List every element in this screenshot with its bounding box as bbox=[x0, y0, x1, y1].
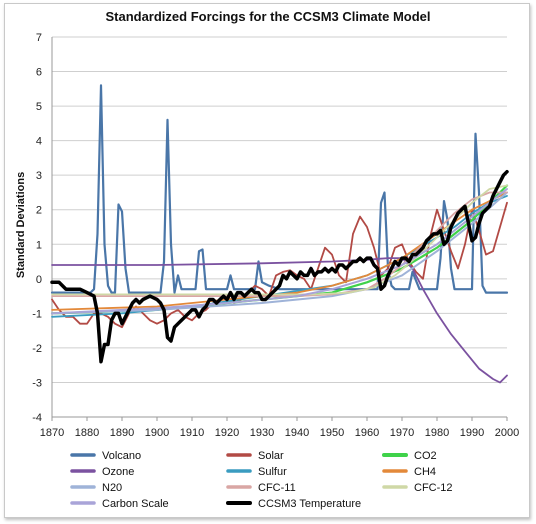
legend-item: Volcano bbox=[70, 450, 141, 462]
y-tick-label: 3 bbox=[36, 170, 42, 182]
y-axis-label: Standard Deviations bbox=[15, 172, 27, 278]
x-tick-label: 1980 bbox=[425, 427, 449, 439]
x-tick-label: 1870 bbox=[40, 427, 64, 439]
legend-item: Ozone bbox=[70, 466, 134, 478]
x-tick-label: 1890 bbox=[110, 427, 134, 439]
y-tick-label: 1 bbox=[36, 239, 42, 251]
legend-label: CO2 bbox=[414, 450, 437, 462]
x-tick-label: 1940 bbox=[285, 427, 309, 439]
legend: Volcano Solar CO2 Ozone Sulfur CH4 N20 CFC-11 CF… bbox=[70, 450, 453, 510]
legend-label: Ozone bbox=[102, 466, 134, 478]
legend-label: Carbon Scale bbox=[102, 498, 169, 510]
legend-label: CH4 bbox=[414, 466, 436, 478]
y-tick-label: -2 bbox=[32, 343, 42, 355]
y-tick-label: -3 bbox=[32, 377, 42, 389]
x-tick-label: 1920 bbox=[215, 427, 239, 439]
series-line-ccsm3-temperature bbox=[50, 169, 509, 364]
legend-label: CFC-12 bbox=[414, 482, 453, 494]
legend-label: Volcano bbox=[102, 450, 141, 462]
legend-item: CO2 bbox=[382, 450, 437, 462]
series-lines bbox=[50, 84, 509, 384]
x-tick-label: 2000 bbox=[495, 427, 519, 439]
chart-frame bbox=[4, 3, 530, 518]
legend-item: CFC-12 bbox=[382, 482, 453, 494]
legend-label: Solar bbox=[258, 450, 284, 462]
chart-title: Standardized Forcings for the CCSM3 Clim… bbox=[105, 9, 430, 24]
series-line-volcano bbox=[50, 84, 509, 294]
x-tick-label: 1950 bbox=[320, 427, 344, 439]
legend-item: Sulfur bbox=[226, 466, 287, 478]
x-tick-label: 1900 bbox=[145, 427, 169, 439]
x-tick-label: 1960 bbox=[355, 427, 379, 439]
legend-label: CCSM3 Temperature bbox=[258, 498, 361, 510]
y-tick-label: 6 bbox=[36, 67, 42, 79]
legend-item: Carbon Scale bbox=[70, 498, 169, 510]
legend-label: CFC-11 bbox=[258, 482, 296, 494]
x-tick-label: 1880 bbox=[75, 427, 99, 439]
legend-item: Solar bbox=[226, 450, 284, 462]
legend-item: N20 bbox=[70, 482, 122, 494]
y-tick-label: -1 bbox=[32, 308, 42, 320]
legend-item: CFC-11 bbox=[226, 482, 296, 494]
legend-item: CCSM3 Temperature bbox=[226, 498, 361, 510]
x-tick-label: 1990 bbox=[460, 427, 484, 439]
y-tick-label: 2 bbox=[36, 205, 42, 217]
y-tick-label: 0 bbox=[36, 274, 42, 286]
legend-label: N20 bbox=[102, 482, 122, 494]
y-tick-label: -4 bbox=[32, 412, 42, 424]
x-tick-label: 1930 bbox=[250, 427, 274, 439]
y-tick-label: 4 bbox=[36, 136, 42, 148]
x-tick-label: 1910 bbox=[180, 427, 204, 439]
legend-item: CH4 bbox=[382, 466, 436, 478]
series-line-carbon-scale bbox=[51, 188, 508, 315]
legend-label: Sulfur bbox=[258, 466, 287, 478]
y-tick-label: 7 bbox=[36, 32, 42, 44]
x-tick-label: 1970 bbox=[390, 427, 414, 439]
y-tick-label: 5 bbox=[36, 101, 42, 113]
tick-labels: -4 -3 -2 -1 0 1 2 3 4 5 6 7 1870 1880 1890 1900 1910 1920… bbox=[32, 32, 519, 439]
series-line-ozone bbox=[51, 257, 508, 384]
